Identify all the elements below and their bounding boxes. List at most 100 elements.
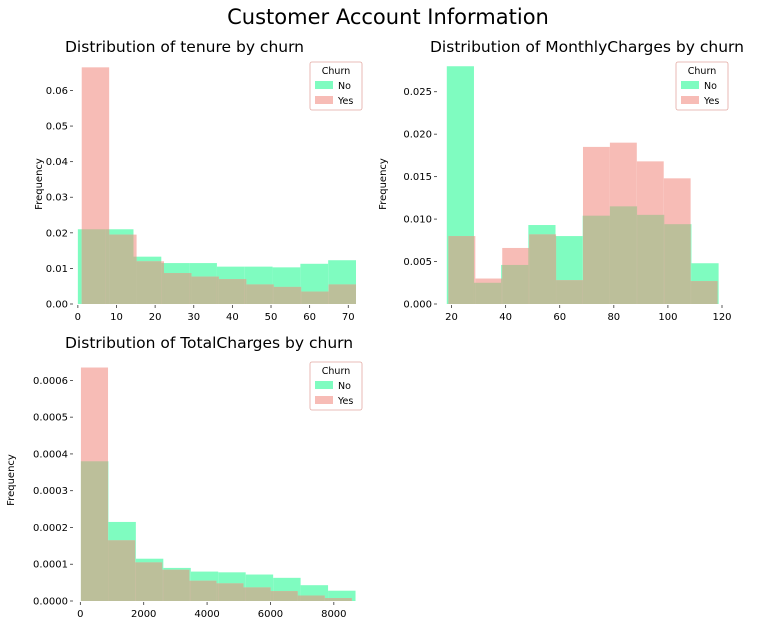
totalcharges-overlap-5-5 <box>218 583 244 601</box>
tenure-legend-title: Churn <box>322 66 350 77</box>
monthlycharges-legend: Churn No Yes <box>675 61 729 111</box>
monthlycharges-overlap-7-7 <box>637 214 664 304</box>
totalcharges-y-tick-label-0: 0.0000 <box>33 597 68 608</box>
monthlycharges-x-tick-label-3: 80 <box>607 312 620 323</box>
tenure-overlap-1-0 <box>105 229 110 304</box>
monthlycharges-legend-label-no: No <box>704 81 717 92</box>
tenure-y-tick-label-6: 0.06 <box>46 86 68 97</box>
monthlycharges-x-ticks: 20 40 60 80 100 120 <box>445 305 732 323</box>
tenure-x-tick-label-5: 50 <box>265 312 278 323</box>
monthlycharges-overlap-3-2 <box>528 247 530 304</box>
totalcharges-y-tick-label-1: 0.0001 <box>33 560 68 571</box>
totalcharges-overlap-8-8 <box>300 595 325 601</box>
tenure-y-axis-label: Frequency <box>34 158 45 210</box>
monthlycharges-overlap-2-2 <box>502 264 529 304</box>
tenure-bars <box>77 67 356 305</box>
monthlycharges-overlap-4-3 <box>555 236 557 304</box>
tenure-overlap-1-1 <box>109 234 134 304</box>
totalcharges-y-tick-label-3: 0.0003 <box>33 486 68 497</box>
totalcharges-y-ticks: 0.0000 0.0001 0.0002 0.0003 0.0004 0.0005 0.00… <box>33 376 73 608</box>
tenure-x-tick-label-3: 30 <box>187 312 200 323</box>
totalcharges-overlap-8-9 <box>324 598 329 601</box>
totalcharges-legend-swatch-no <box>315 381 333 389</box>
tenure-legend-swatch-yes <box>315 96 333 104</box>
monthlycharges-overlap-2-1 <box>501 278 503 304</box>
tenure-y-tick-label-1: 0.01 <box>46 264 68 275</box>
tenure-x-tick-label-2: 20 <box>149 312 162 323</box>
monthlycharges-overlap-7-8 <box>663 214 665 304</box>
monthlycharges-y-tick-label-4: 0.020 <box>403 130 432 141</box>
tenure-overlap-4-4 <box>191 276 217 304</box>
totalcharges-overlap-4-5 <box>216 583 219 601</box>
totalcharges-legend: Churn No Yes <box>309 361 363 411</box>
totalcharges-x-tick-label-4: 8000 <box>321 609 346 620</box>
monthlycharges-y-tick-label-0: 0.000 <box>403 300 432 311</box>
monthlycharges-overlap-3-3 <box>529 234 556 304</box>
totalcharges-overlap-0-0 <box>80 461 109 601</box>
monthlycharges-histogram: Distribution of MonthlyCharges by churn … <box>378 38 744 323</box>
tenure-overlap-8-7 <box>300 286 302 304</box>
totalcharges-x-tick-label-1: 2000 <box>131 609 156 620</box>
tenure-x-tick-label-1: 10 <box>110 312 123 323</box>
tenure-legend-label-no: No <box>338 81 351 92</box>
tenure-x-tick-label-0: 0 <box>75 312 81 323</box>
totalcharges-overlap-7-7 <box>273 591 298 601</box>
monthlycharges-y-tick-label-5: 0.025 <box>403 87 432 98</box>
totalcharges-chart-title: Distribution of TotalCharges by churn <box>65 334 353 352</box>
tenure-overlap-6-5 <box>244 279 247 304</box>
totalcharges-overlap-5-6 <box>243 587 246 601</box>
monthlycharges-chart-title: Distribution of MonthlyCharges by churn <box>430 38 744 56</box>
totalcharges-y-tick-label-5: 0.0005 <box>33 413 68 424</box>
totalcharges-overlap-6-7 <box>270 591 274 601</box>
totalcharges-x-tick-label-2: 4000 <box>194 609 219 620</box>
totalcharges-y-axis-label: Frequency <box>6 454 17 506</box>
monthlycharges-x-tick-label-2: 60 <box>553 312 566 323</box>
monthlycharges-y-tick-label-3: 0.015 <box>403 172 432 183</box>
tenure-y-tick-label-0: 0.00 <box>46 300 68 311</box>
tenure-y-tick-label-5: 0.05 <box>46 122 68 133</box>
monthlycharges-x-tick-label-1: 40 <box>499 312 512 323</box>
tenure-overlap-3-2 <box>161 263 165 304</box>
tenure-overlap-0-0 <box>81 229 106 304</box>
monthlycharges-overlap-8-8 <box>664 224 691 304</box>
monthlycharges-overlap-5-5 <box>582 215 610 304</box>
totalcharges-x-ticks: 0 2000 4000 6000 8000 <box>77 602 347 620</box>
tenure-x-tick-label-4: 40 <box>226 312 239 323</box>
monthlycharges-overlap-1-1 <box>475 282 502 304</box>
monthlycharges-y-tick-label-1: 0.005 <box>403 257 432 268</box>
totalcharges-y-tick-label-2: 0.0002 <box>33 523 68 534</box>
monthlycharges-overlap-9-9 <box>691 281 718 304</box>
tenure-histogram: Distribution of tenure by churn Frequenc… <box>34 38 363 323</box>
tenure-y-tick-label-2: 0.02 <box>46 228 68 239</box>
tenure-y-ticks: 0.00 0.01 0.02 0.03 0.04 0.05 0.06 <box>46 86 73 311</box>
totalcharges-histogram: Distribution of TotalCharges by churn Fr… <box>6 334 363 620</box>
monthlycharges-legend-label-yes: Yes <box>703 96 719 107</box>
tenure-overlap-7-6 <box>272 284 274 304</box>
totalcharges-overlap-2-2 <box>135 562 163 601</box>
tenure-y-tick-label-4: 0.04 <box>46 157 68 168</box>
tenure-x-tick-label-6: 60 <box>303 312 316 323</box>
tenure-overlap-2-1 <box>133 256 137 304</box>
totalcharges-overlap-3-3 <box>163 569 190 601</box>
totalcharges-bar-no-9 <box>328 590 356 601</box>
monthlycharges-legend-title: Churn <box>688 66 716 77</box>
totalcharges-overlap-7-8 <box>297 595 301 601</box>
totalcharges-overlap-1-2 <box>135 562 136 601</box>
totalcharges-y-tick-label-4: 0.0004 <box>33 449 68 460</box>
tenure-overlap-9-9 <box>328 284 356 304</box>
monthlycharges-x-tick-label-0: 20 <box>445 312 458 323</box>
tenure-legend-label-yes: Yes <box>337 96 353 107</box>
totalcharges-y-tick-label-6: 0.0006 <box>33 376 68 387</box>
monthlycharges-overlap-0-0 <box>448 236 474 304</box>
monthlycharges-y-ticks: 0.000 0.005 0.010 0.015 0.020 0.025 <box>403 87 437 311</box>
tenure-legend-swatch-no <box>315 81 333 89</box>
monthlycharges-overlap-1-0 <box>473 282 476 304</box>
monthlycharges-x-tick-label-4: 100 <box>658 312 677 323</box>
tenure-overlap-5-5 <box>218 279 245 304</box>
totalcharges-x-tick-label-3: 6000 <box>258 609 283 620</box>
monthlycharges-y-tick-label-2: 0.010 <box>403 215 432 226</box>
tenure-overlap-3-3 <box>164 273 190 304</box>
tenure-x-ticks: 0 10 20 30 40 50 60 70 <box>75 305 355 323</box>
totalcharges-overlap-2-3 <box>162 569 164 601</box>
